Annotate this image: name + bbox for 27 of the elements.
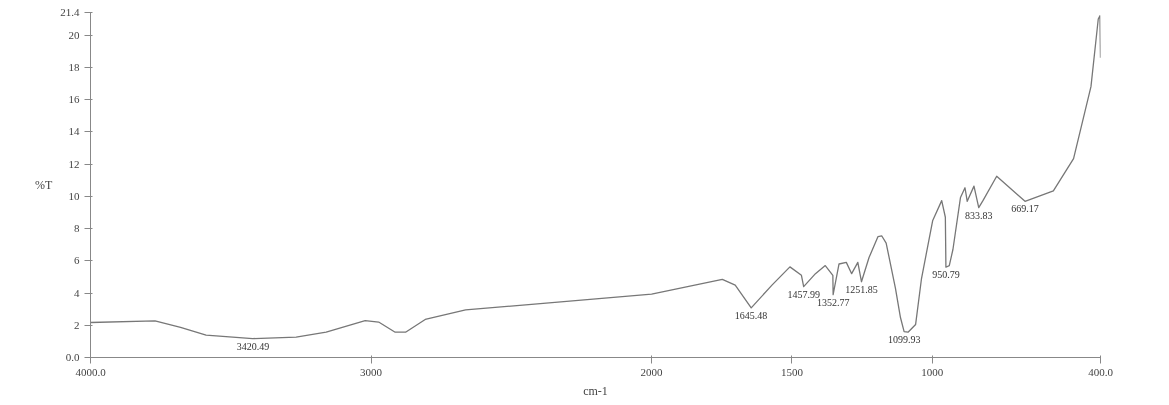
- annotation: 1099.93: [887, 333, 921, 345]
- y-tick-label: 4: [74, 286, 80, 299]
- y-tick-label: 2: [74, 318, 80, 331]
- y-tick-label: 20: [68, 28, 80, 41]
- x-tick-label: 3000: [360, 365, 383, 378]
- y-tick-label: 10: [68, 189, 80, 202]
- annotation: 1645.48: [734, 309, 768, 321]
- x-tick-label: 1500: [780, 365, 804, 378]
- y-tick-label: 0.0: [65, 351, 80, 363]
- annotation: 833.83: [965, 209, 993, 221]
- y-tick-label: 16: [68, 93, 80, 106]
- y-tick-label: 18: [68, 60, 80, 73]
- annotation: 3420.49: [236, 340, 270, 352]
- y-axis-title: %T: [34, 178, 53, 192]
- annotation: 950.79: [932, 269, 960, 281]
- x-tick-label: 1000: [921, 365, 944, 378]
- y-tick-label: 12: [68, 157, 80, 170]
- annotation: 1251.85: [845, 283, 878, 295]
- y-tick-label: 6: [74, 254, 80, 267]
- y-tick-label: 14: [68, 125, 80, 138]
- y-tick-label: 8: [74, 222, 80, 235]
- x-tick-label: 400.0: [1088, 365, 1114, 378]
- x-tick-label: 4000.0: [75, 365, 107, 378]
- annotation: 669.17: [1011, 203, 1039, 215]
- x-tick-label: 2000: [640, 365, 664, 378]
- x-axis-title: cm-1: [583, 383, 608, 398]
- y-tick-label: 21.4: [60, 6, 80, 18]
